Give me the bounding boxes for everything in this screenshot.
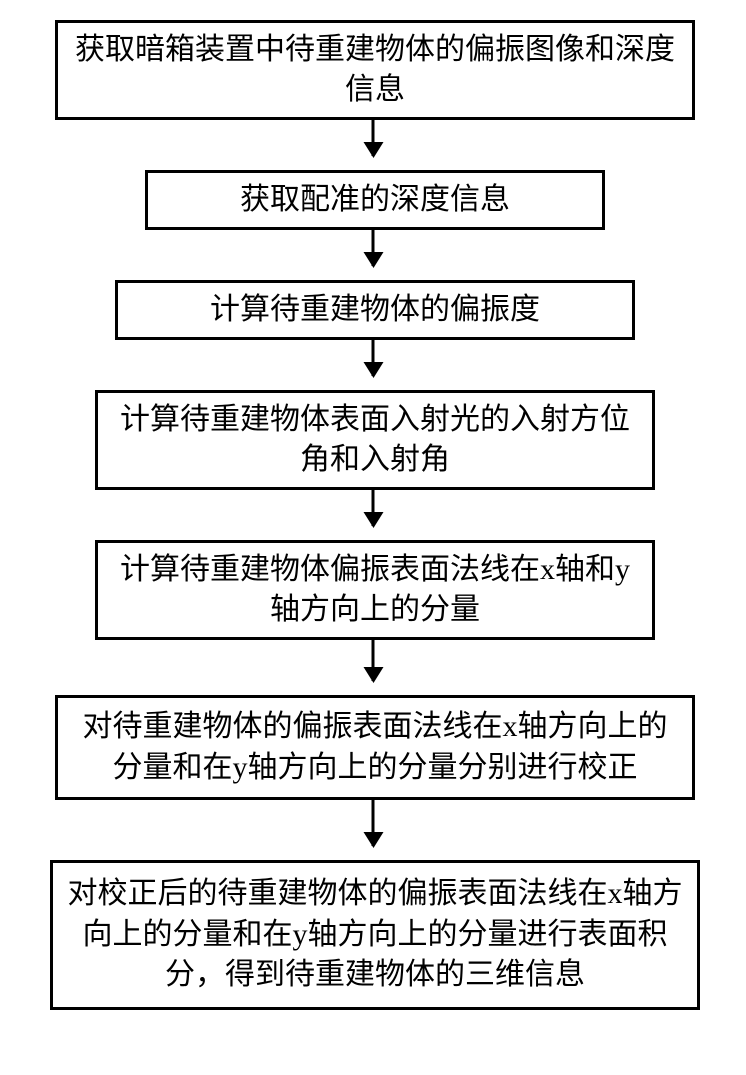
flow-node-2-label: 获取配准的深度信息 bbox=[240, 180, 510, 221]
flow-node-2: 获取配准的深度信息 bbox=[145, 170, 605, 230]
flow-arrow-1 bbox=[372, 120, 375, 156]
flow-node-7-label: 对校正后的待重建物体的偏振表面法线在x轴方向上的分量和在y轴方向上的分量进行表面… bbox=[67, 874, 683, 996]
flow-node-4: 计算待重建物体表面入射光的入射方位角和入射角 bbox=[95, 390, 655, 490]
flow-node-1-label: 获取暗箱装置中待重建物体的偏振图像和深度信息 bbox=[72, 30, 678, 111]
flow-arrow-3 bbox=[372, 340, 375, 376]
flow-arrow-2 bbox=[372, 230, 375, 266]
flow-arrow-4 bbox=[372, 490, 375, 526]
flow-node-5: 计算待重建物体偏振表面法线在x轴和y轴方向上的分量 bbox=[95, 540, 655, 640]
flow-node-7: 对校正后的待重建物体的偏振表面法线在x轴方向上的分量和在y轴方向上的分量进行表面… bbox=[50, 860, 700, 1010]
flow-node-6-label: 对待重建物体的偏振表面法线在x轴方向上的分量和在y轴方向上的分量分别进行校正 bbox=[72, 707, 678, 788]
flow-node-3: 计算待重建物体的偏振度 bbox=[115, 280, 635, 340]
flow-node-3-label: 计算待重建物体的偏振度 bbox=[210, 290, 540, 331]
flow-node-1: 获取暗箱装置中待重建物体的偏振图像和深度信息 bbox=[55, 20, 695, 120]
flow-node-5-label: 计算待重建物体偏振表面法线在x轴和y轴方向上的分量 bbox=[112, 550, 638, 631]
flow-arrow-6 bbox=[372, 800, 375, 846]
flow-arrow-5 bbox=[372, 640, 375, 681]
flow-node-6: 对待重建物体的偏振表面法线在x轴方向上的分量和在y轴方向上的分量分别进行校正 bbox=[55, 695, 695, 800]
flowchart-canvas: 获取暗箱装置中待重建物体的偏振图像和深度信息 获取配准的深度信息 计算待重建物体… bbox=[0, 0, 746, 1075]
flow-node-4-label: 计算待重建物体表面入射光的入射方位角和入射角 bbox=[112, 400, 638, 481]
